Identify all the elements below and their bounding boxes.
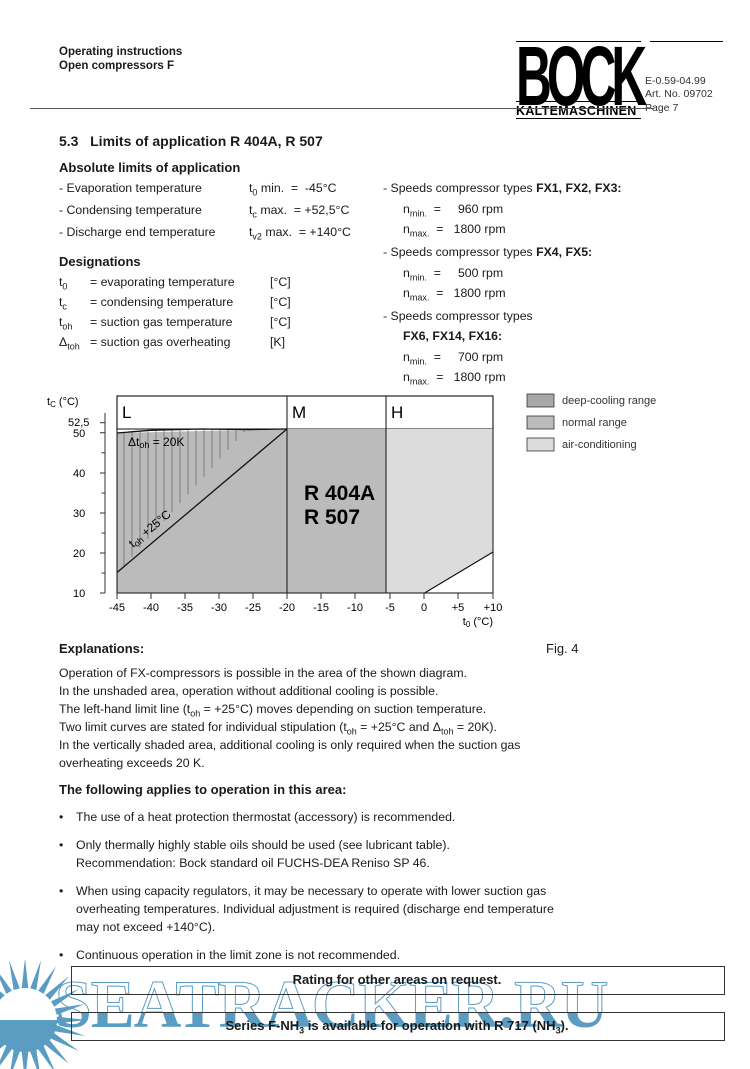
svg-text:air-conditioning: air-conditioning: [562, 439, 637, 451]
svg-text:Δtoh = 20K: Δtoh = 20K: [128, 435, 184, 450]
svg-text:t0 (°C): t0 (°C): [463, 616, 493, 628]
svg-text:-5: -5: [385, 602, 395, 614]
svg-text:M: M: [292, 403, 306, 422]
svg-text:-10: -10: [347, 602, 363, 614]
svg-text:deep-cooling range: deep-cooling range: [562, 395, 656, 407]
svg-text:R 404A: R 404A: [304, 482, 375, 505]
svg-text:-25: -25: [245, 602, 261, 614]
svg-text:normal range: normal range: [562, 417, 627, 429]
svg-text:+5: +5: [452, 602, 465, 614]
svg-text:50: 50: [73, 428, 85, 440]
svg-text:+10: +10: [484, 602, 503, 614]
svg-text:20: 20: [73, 548, 85, 560]
svg-text:-15: -15: [313, 602, 329, 614]
svg-text:-45: -45: [109, 602, 125, 614]
svg-text:-35: -35: [177, 602, 193, 614]
svg-text:H: H: [391, 403, 403, 422]
svg-text:10: 10: [73, 588, 85, 600]
svg-text:-30: -30: [211, 602, 227, 614]
svg-text:-20: -20: [279, 602, 295, 614]
svg-text:tC (°C): tC (°C): [47, 396, 79, 409]
svg-text:40: 40: [73, 468, 85, 480]
svg-text:-40: -40: [143, 602, 159, 614]
svg-text:R 507: R 507: [304, 506, 360, 529]
svg-text:L: L: [122, 403, 131, 422]
svg-text:30: 30: [73, 508, 85, 520]
svg-text:0: 0: [421, 602, 427, 614]
